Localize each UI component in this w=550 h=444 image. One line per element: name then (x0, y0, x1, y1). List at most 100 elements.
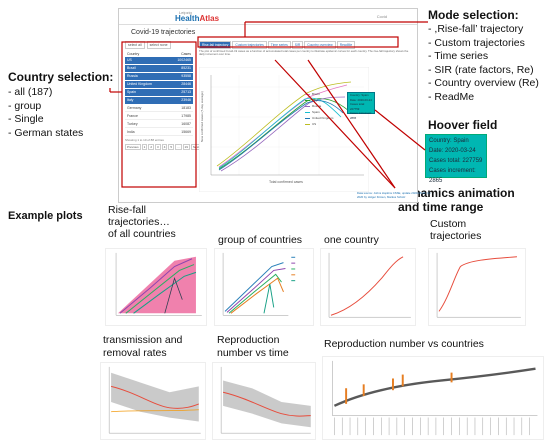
cases-cell: 1002465 (177, 58, 191, 62)
legend-swatch (305, 123, 310, 125)
legend-entry[interactable]: US (305, 121, 347, 127)
y-axis-label: New confirmed cases (7-day average) (200, 91, 204, 142)
plot-title-custom: Custom trajectories (430, 218, 481, 242)
logo-part-a: Health (175, 14, 200, 23)
plot-title-line: Rise-fall (108, 204, 146, 216)
legend-swatch (305, 105, 310, 107)
country-cell: India (127, 130, 135, 134)
country-cell: Spain (127, 90, 136, 94)
country-selection-item: group (8, 100, 83, 114)
mode-selection-title: Mode selection: (428, 8, 519, 22)
header-link[interactable]: Covid (376, 14, 387, 19)
legend-entry[interactable]: Italy (305, 97, 347, 103)
legend-entry[interactable]: Russia (305, 103, 347, 109)
plot-title-one-country: one country (324, 234, 379, 246)
tooltip-line: Date: 2020-03-24 (350, 97, 372, 102)
trajectory-line-italy (218, 98, 350, 170)
cases-column-header[interactable]: Cases (181, 52, 191, 56)
mode-tabs: Rise-fall trajectory Custom trajectories… (199, 41, 356, 49)
tab-custom-trajectories[interactable]: Custom trajectories (232, 41, 267, 49)
tab-time-series[interactable]: Time series (267, 41, 291, 49)
table-row[interactable]: US 1002465 (125, 57, 193, 64)
tooltip-line: Cases increment: 2865 (350, 111, 372, 120)
source-note: Data source: Johns Hopkins CSSE, update … (357, 191, 431, 199)
thumb-reproduction-time (212, 362, 316, 440)
mode-selection-item: Custom trajectories (428, 37, 539, 51)
logo-top: Leipzig (179, 10, 192, 15)
plot-title-reproduction-time: Reproduction number vs time (217, 334, 289, 360)
legend-label: US (312, 122, 317, 126)
thumb-rise-fall-all (105, 248, 207, 326)
table-row[interactable]: Turkey 16087 (125, 121, 193, 128)
country-cell: Russia (127, 74, 138, 78)
app-title: Covid-19 trajectories (131, 29, 196, 36)
pager-page[interactable]: 19 (182, 144, 190, 150)
hoover-field-title: Hoover field (428, 118, 498, 132)
country-table: select all select none Country Cases US 1… (125, 41, 202, 181)
pager-page[interactable]: 2 (148, 144, 155, 150)
country-cell: Italy (127, 98, 134, 102)
cases-cell: 25713 (181, 90, 191, 94)
thumb-transmission (100, 362, 206, 440)
mode-selection-item: Country overview (Re) (428, 77, 538, 91)
hoover-field-line: Date: 2020-03-24 (429, 148, 476, 154)
table-row[interactable]: France 17985 (125, 113, 193, 120)
legend-label: Spain (312, 110, 320, 114)
thumb-group (214, 248, 314, 326)
plot-title-line: transmission and (103, 334, 183, 346)
tab-readme[interactable]: ReadMe (336, 41, 356, 49)
tab-rise-fall[interactable]: Rise-fall trajectory (199, 41, 232, 49)
plot-hover-tooltip: Country: Spain Date: 2020-03-24 Cases to… (347, 92, 375, 120)
country-cell: France (127, 114, 138, 118)
legend-entry[interactable]: United Kingdom (305, 115, 347, 121)
pager-page[interactable]: 4 (161, 144, 168, 150)
plot-title-transmission: transmission and removal rates (103, 334, 182, 360)
cases-cell: 28446 (181, 82, 191, 86)
legend-swatch (305, 99, 310, 101)
cases-cell: 18183 (181, 106, 191, 110)
table-row[interactable]: United Kingdom 28446 (125, 81, 193, 88)
country-column-header[interactable]: Country (127, 52, 140, 56)
tab-description: The plot of confirmed Covid-19 cases as … (199, 50, 409, 57)
country-cell: United Kingdom (127, 82, 152, 86)
tab-sir[interactable]: SIR (291, 41, 304, 49)
country-cell: Germany (127, 106, 142, 110)
legend-label: United Kingdom (312, 116, 334, 120)
plot-title-line: number vs time (217, 347, 289, 359)
country-selection-item: all (187) (8, 86, 83, 100)
plot-title-line: trajectories… (108, 216, 170, 228)
tooltip-line: Cases total: 227759 (350, 102, 365, 111)
table-row[interactable]: India 15669 (125, 129, 193, 136)
pager-page[interactable]: 5 (168, 144, 175, 150)
cases-cell: 15669 (181, 130, 191, 134)
table-row[interactable]: Italy 23946 (125, 97, 193, 104)
pager-page[interactable]: 1 (141, 144, 148, 150)
legend-label: Russia (312, 104, 322, 108)
pager: Previous 1 2 3 4 5 ... 19 Next (125, 144, 202, 150)
dynamics-title: Dynamics animation and time range (398, 186, 515, 214)
pager-page[interactable]: 3 (155, 144, 161, 150)
legend-entry[interactable]: Spain (305, 109, 347, 115)
dynamics-callout-line (307, 59, 396, 189)
mode-selection-item: ,Rise-fall’ trajectory (428, 23, 539, 37)
table-row[interactable]: Russia 93558 (125, 73, 193, 80)
table-row[interactable]: Brazil 85231 (125, 65, 193, 72)
mode-selection-list: ,Rise-fall’ trajectory Custom trajectori… (428, 23, 539, 104)
cases-cell: 17985 (181, 114, 191, 118)
trajectory-line-uk (218, 100, 344, 171)
plot-legend: Brazil Italy Russia Spain United Kingdom… (305, 91, 347, 147)
table-row[interactable]: Germany 18183 (125, 105, 193, 112)
legend-label: Brazil (312, 92, 320, 96)
country-cell: Brazil (127, 66, 136, 70)
hoover-field-line: Cases total: 227759 (429, 158, 483, 164)
plot-title-line: removal rates (103, 347, 167, 359)
app-header: Leipzig HealthAtlas Covid (119, 9, 417, 25)
table-row[interactable]: Spain 25713 (125, 89, 193, 96)
plot-title-reproduction-countries: Reproduction number vs countries (324, 338, 484, 350)
hoover-field-line: Country: Spain (429, 138, 469, 144)
hoover-field-line: Cases increment: 2865 (429, 168, 476, 184)
pager-previous[interactable]: Previous (125, 144, 141, 150)
plot-title-line: of all countries (108, 228, 176, 240)
tab-country-overview[interactable]: Country overview (304, 41, 336, 49)
